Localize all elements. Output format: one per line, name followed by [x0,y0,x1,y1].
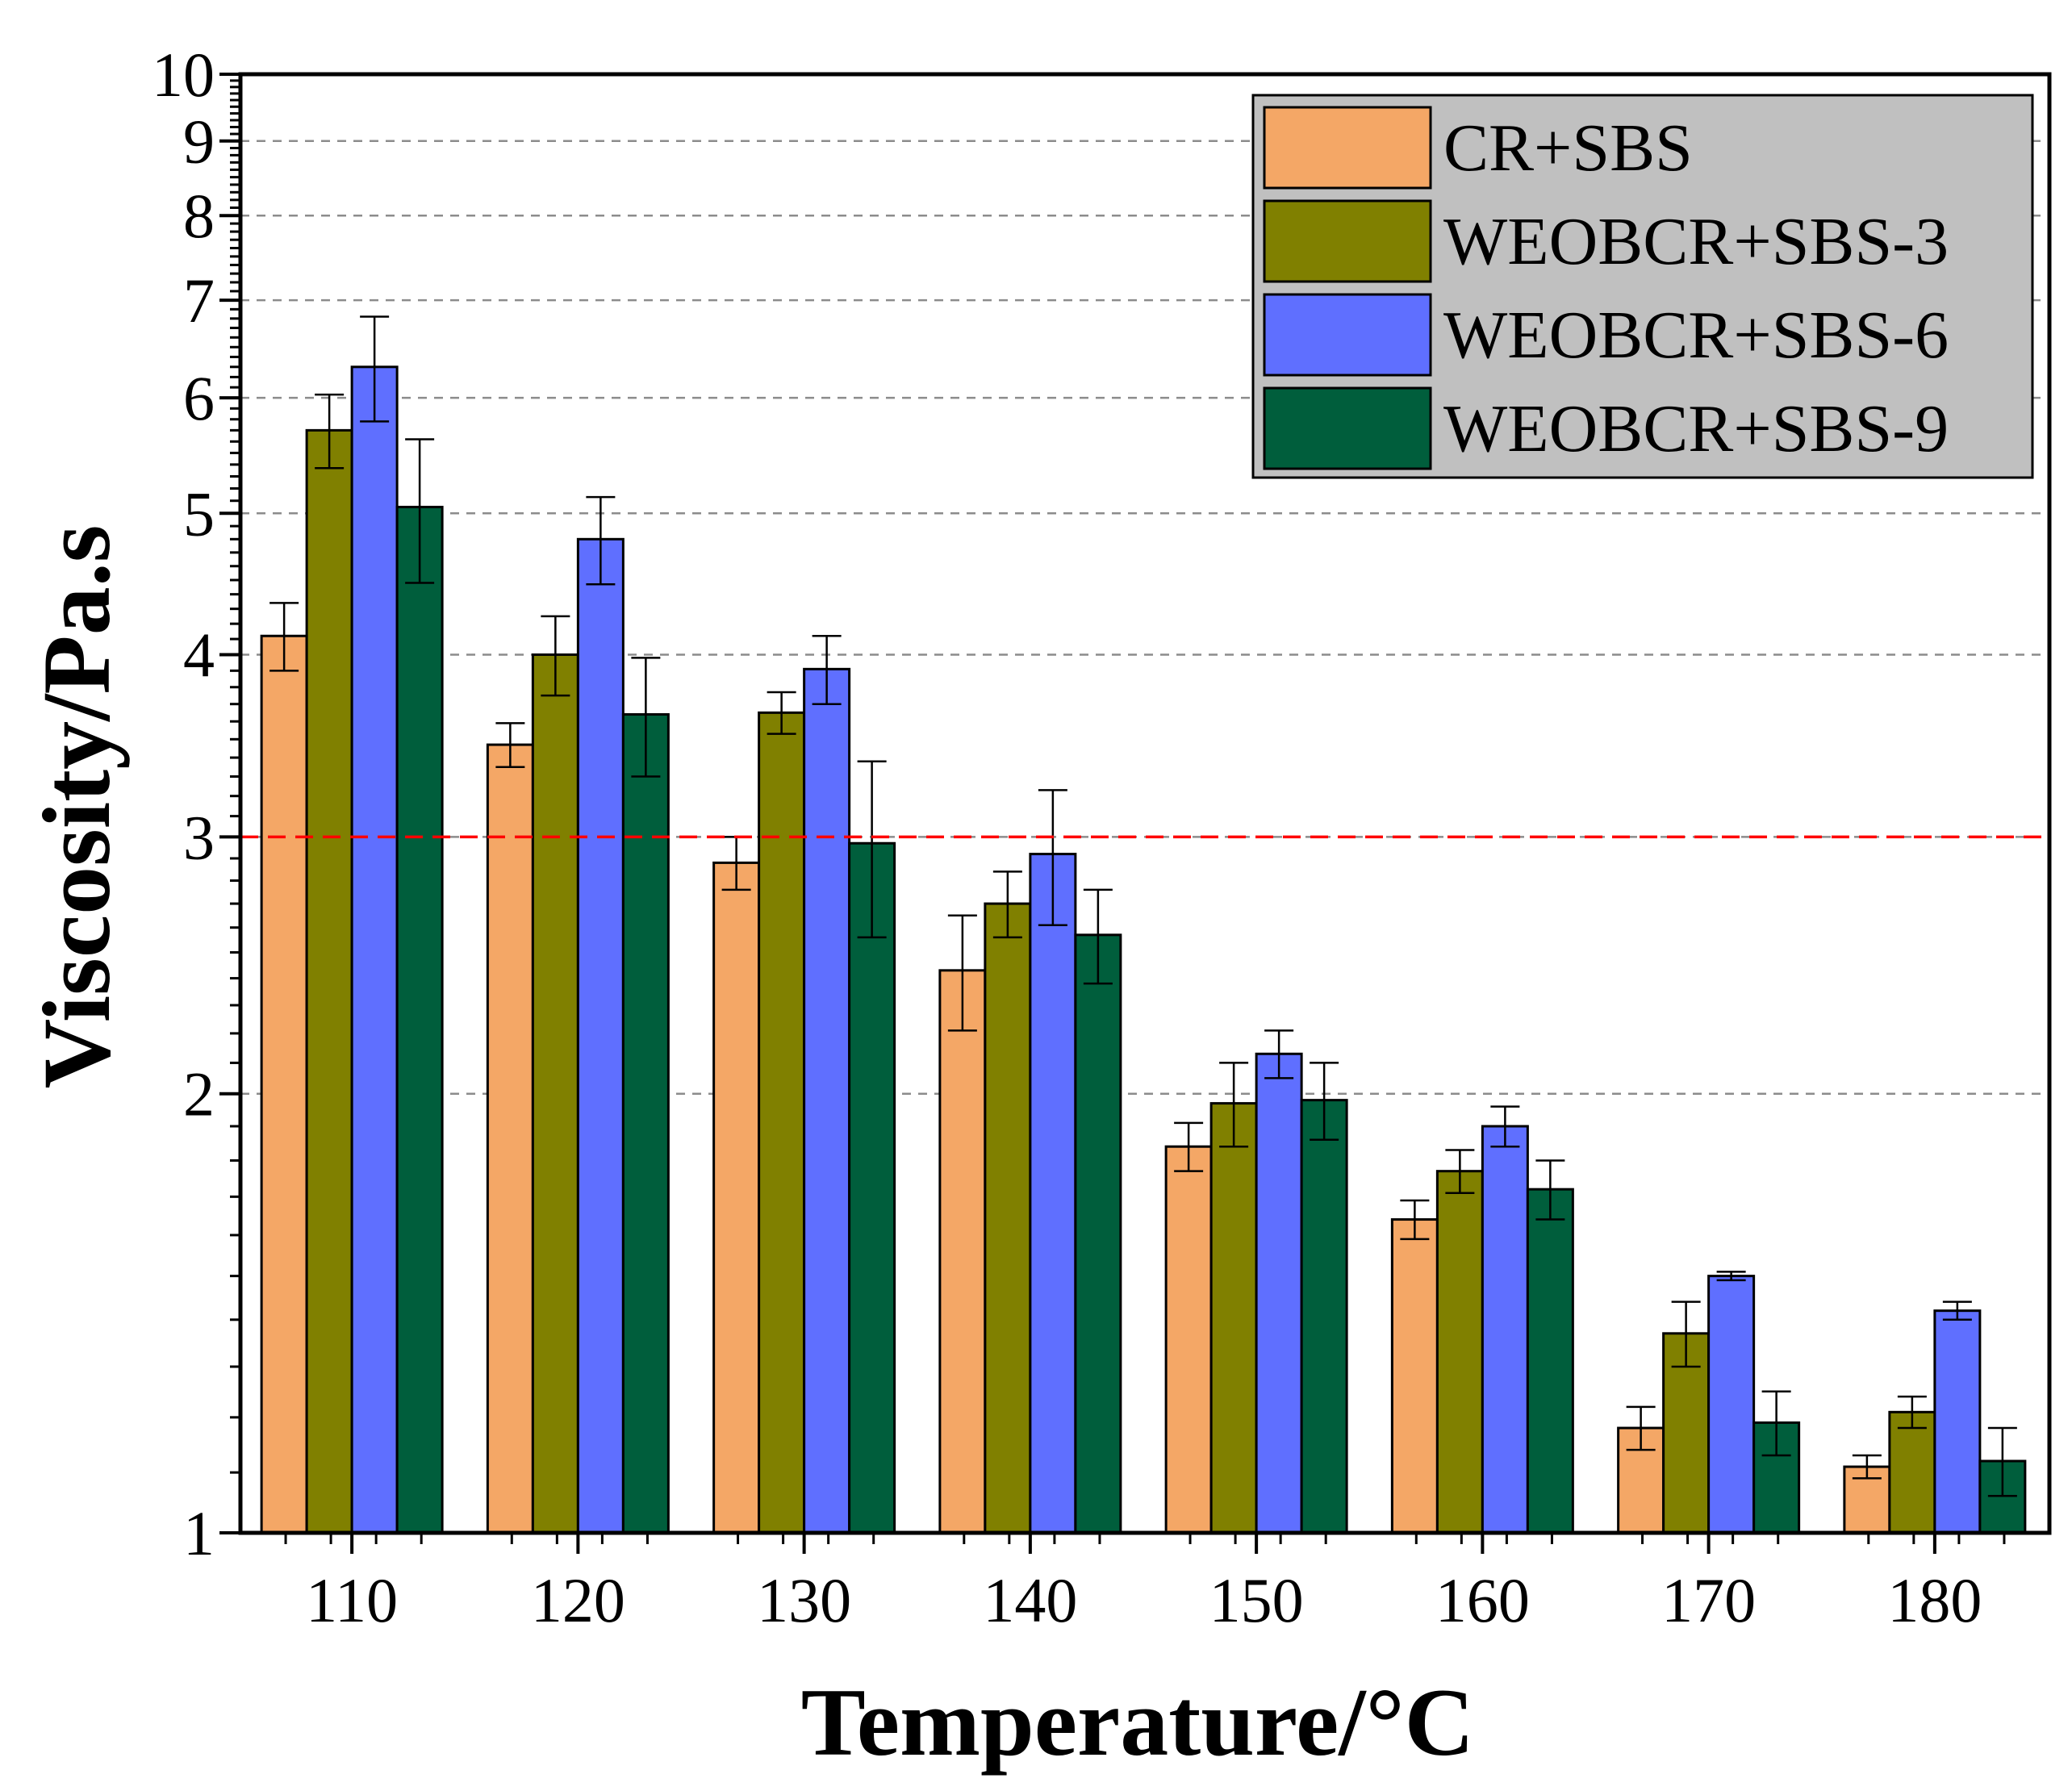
bar [712,861,761,1534]
x-tick-label: 130 [757,1565,851,1635]
bar [305,428,353,1534]
bar [1888,1410,1936,1534]
bar [621,713,670,1534]
bar [803,667,851,1534]
y-tick-label: 5 [183,478,215,549]
bar [531,653,579,1534]
y-tick-label: 6 [183,363,215,433]
bar [848,841,896,1534]
bar [1255,1052,1303,1534]
bar [1481,1125,1529,1534]
bar [1164,1145,1213,1534]
bar [260,634,308,1534]
bar [1435,1170,1484,1534]
y-tick-label: 3 [183,802,215,872]
x-tick-label: 180 [1887,1565,1982,1635]
y-tick-label: 1 [183,1498,215,1568]
bar [938,969,987,1534]
bar [1933,1309,1982,1534]
bar [984,902,1032,1534]
y-tick-label: 4 [183,620,215,690]
bar [1300,1099,1348,1534]
bar [576,537,625,1534]
x-tick-label: 160 [1435,1565,1530,1635]
x-tick-label: 140 [983,1565,1077,1635]
legend-label: WEOBCR+SBS-3 [1443,204,1949,279]
bars [260,315,2027,1534]
legend-swatch [1263,386,1432,470]
x-tick-label: 170 [1661,1565,1756,1635]
bar [1029,853,1077,1534]
y-tick-label: 9 [183,106,215,177]
x-axis-title: Temperature/°C [801,1668,1475,1776]
y-tick-label: 10 [152,40,215,110]
legend-label: WEOBCR+SBS-9 [1443,391,1949,466]
bar [395,505,444,1534]
bar [1209,1102,1258,1534]
legend: CR+SBS WEOBCR+SBS-3 WEOBCR+SBS-6 WEOBCR+SBS… [1251,94,2034,479]
bar [1390,1218,1439,1534]
bar [1526,1188,1574,1534]
bar [1074,933,1122,1534]
legend-swatch [1263,106,1432,190]
bar [486,743,534,1534]
bar [1707,1275,1756,1534]
y-tick-label: 7 [183,265,215,336]
legend-swatch [1263,199,1432,283]
legend-label: CR+SBS [1443,111,1693,186]
bar [350,365,399,1534]
legend-swatch [1263,293,1432,377]
x-tick-label: 150 [1209,1565,1304,1635]
legend-label: WEOBCR+SBS-6 [1443,298,1949,373]
x-tick-label: 110 [306,1565,398,1635]
plot-frame [238,72,2052,1535]
y-tick-label: 8 [183,181,215,251]
x-tick-label: 120 [531,1565,625,1635]
y-axis-title: Viscosity/Pa.s [23,525,130,1089]
y-tick-label: 2 [183,1059,215,1129]
